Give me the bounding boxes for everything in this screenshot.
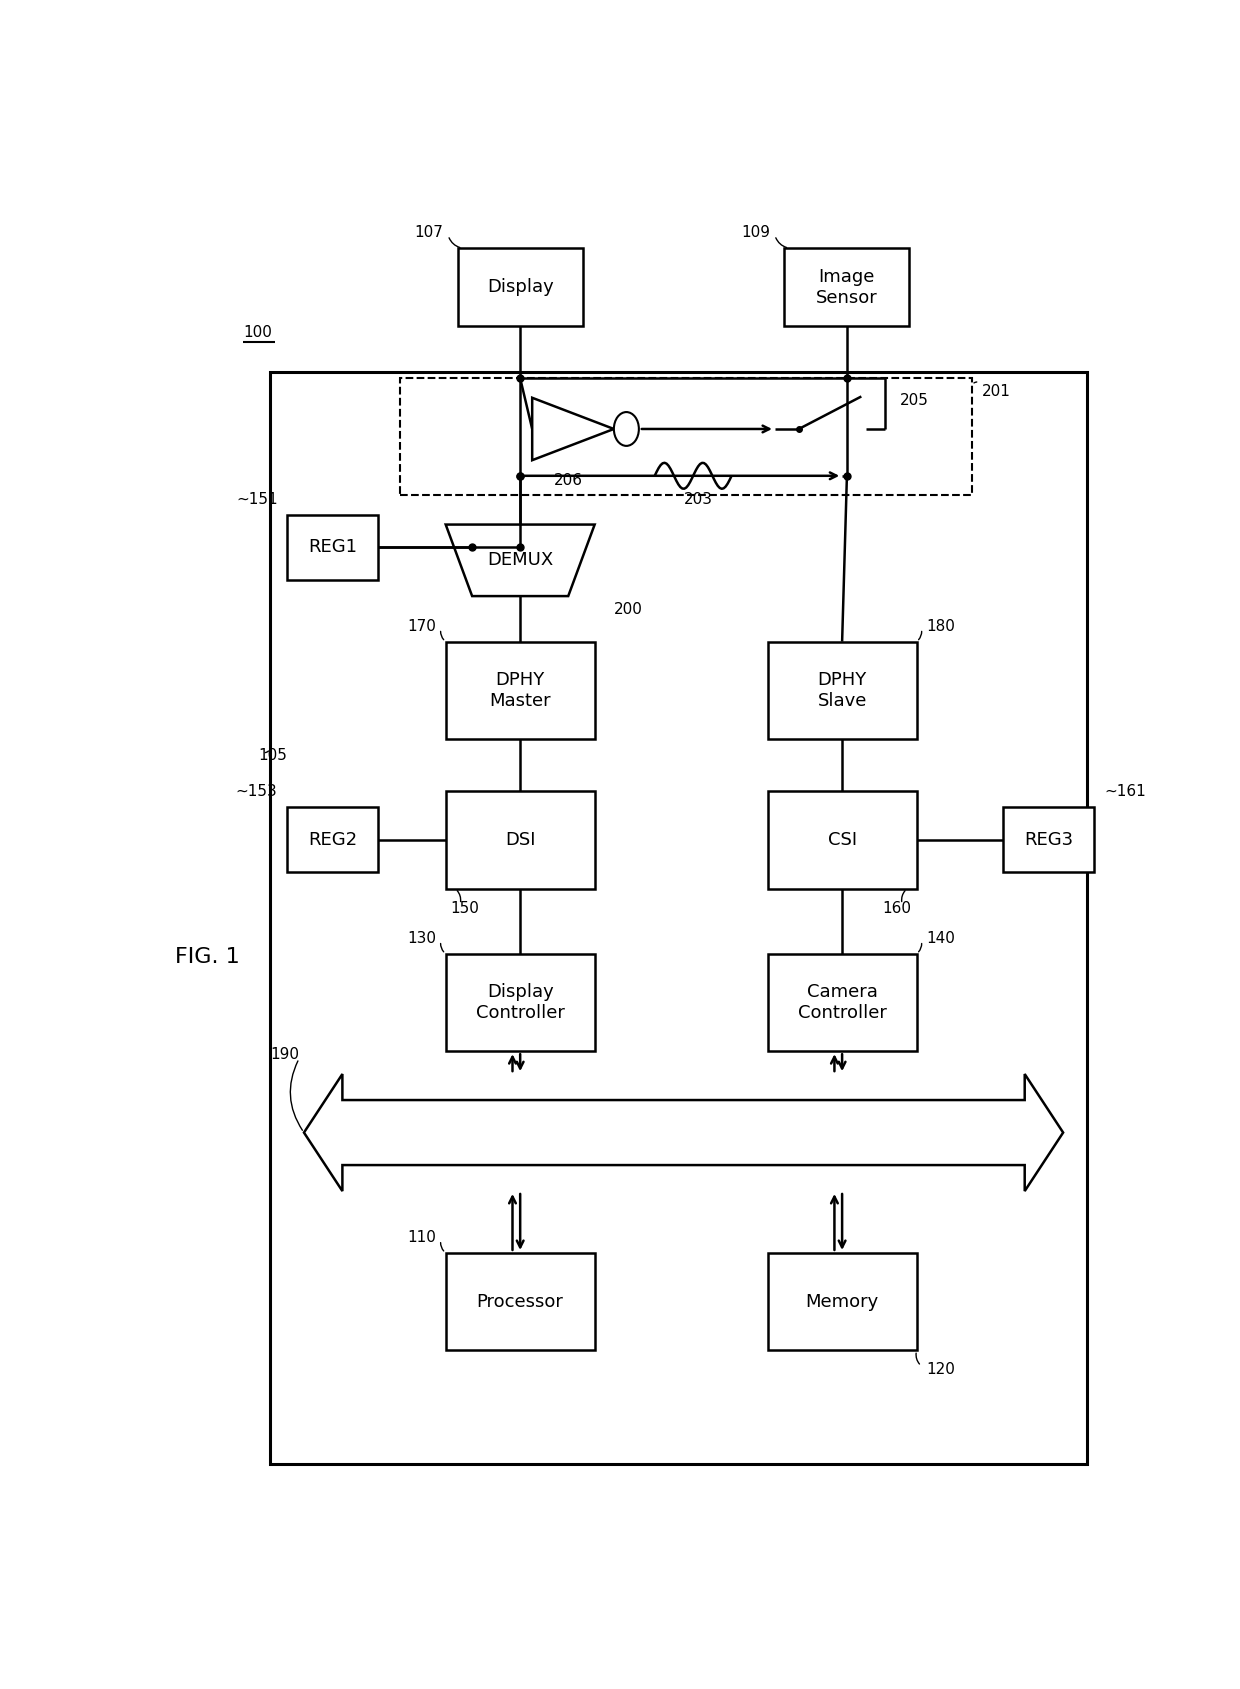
Polygon shape	[532, 399, 614, 459]
Text: 100: 100	[243, 326, 273, 339]
Bar	[288, 515, 378, 579]
Text: 150: 150	[450, 900, 480, 915]
Text: Display: Display	[487, 279, 553, 296]
Text: DPHY
Slave: DPHY Slave	[817, 671, 867, 709]
Text: ~153: ~153	[236, 784, 278, 799]
Text: REG1: REG1	[309, 539, 357, 556]
Bar	[785, 248, 909, 326]
Text: 205: 205	[900, 394, 929, 407]
Text: Display
Controller: Display Controller	[476, 983, 564, 1022]
Text: REG2: REG2	[309, 831, 357, 850]
Text: Camera
Controller: Camera Controller	[797, 983, 887, 1022]
Bar	[445, 790, 595, 888]
Text: DPHY
Master: DPHY Master	[490, 671, 551, 709]
Text: 107: 107	[414, 225, 444, 240]
Bar	[458, 248, 583, 326]
Text: DSI: DSI	[505, 831, 536, 850]
Text: 160: 160	[883, 900, 911, 915]
Bar	[768, 1253, 916, 1351]
Text: 140: 140	[926, 931, 955, 946]
Text: 120: 120	[926, 1363, 955, 1378]
Text: Image
Sensor: Image Sensor	[816, 269, 878, 307]
Text: 105: 105	[258, 748, 286, 763]
Text: 170: 170	[407, 618, 436, 633]
Text: 130: 130	[407, 931, 436, 946]
Text: Processor: Processor	[476, 1292, 564, 1311]
Bar	[445, 1253, 595, 1351]
Bar	[768, 954, 916, 1051]
Text: 190: 190	[270, 1047, 299, 1062]
Bar	[768, 642, 916, 740]
Bar	[288, 807, 378, 873]
Text: 109: 109	[742, 225, 770, 240]
Text: Memory: Memory	[806, 1292, 879, 1311]
Text: ~161: ~161	[1104, 784, 1146, 799]
Polygon shape	[445, 525, 595, 596]
Bar	[445, 642, 595, 740]
Text: 206: 206	[554, 473, 583, 488]
Text: DEMUX: DEMUX	[487, 551, 553, 569]
Text: 200: 200	[614, 601, 642, 616]
Text: ~151: ~151	[236, 491, 278, 507]
Text: 110: 110	[407, 1230, 436, 1245]
Bar	[768, 790, 916, 888]
Text: FIG. 1: FIG. 1	[176, 948, 241, 968]
Circle shape	[614, 412, 639, 446]
Bar	[1003, 807, 1095, 873]
Text: REG3: REG3	[1024, 831, 1074, 850]
Text: 203: 203	[683, 491, 713, 507]
Polygon shape	[304, 1074, 1063, 1191]
Text: 201: 201	[982, 383, 1011, 399]
Text: 180: 180	[926, 618, 955, 633]
Bar	[445, 954, 595, 1051]
Text: CSI: CSI	[827, 831, 857, 850]
Bar	[401, 378, 972, 495]
Bar	[270, 372, 1087, 1464]
